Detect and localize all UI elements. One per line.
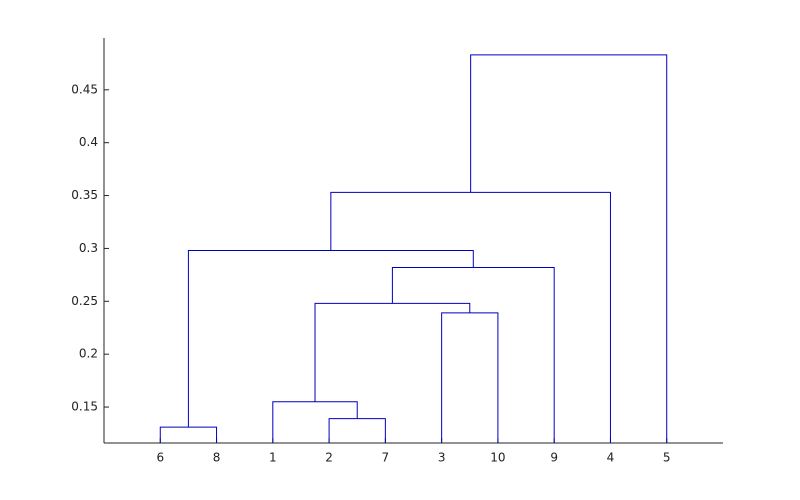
y-tick-label: 0.45 [71,82,98,96]
link [470,54,668,443]
leaf-label: 2 [325,451,333,465]
link [159,426,218,443]
link [187,250,474,428]
y-tick-label: 0.4 [79,135,98,149]
link [314,302,471,402]
leaf-label: 10 [490,451,505,465]
leaf-label: 5 [663,451,671,465]
leaf-label: 4 [607,451,615,465]
leaf-label: 7 [382,451,390,465]
link [391,266,555,443]
leaf-label: 3 [438,451,446,465]
link [330,191,611,443]
link [328,418,386,443]
y-tick-label: 0.2 [79,347,98,361]
y-tick-label: 0.35 [71,188,98,202]
link [441,312,499,443]
y-tick-label: 0.15 [71,400,98,414]
y-tick-label: 0.3 [79,241,98,255]
leaf-label: 8 [213,451,221,465]
link [272,401,358,443]
leaf-label: 9 [550,451,558,465]
y-tick-label: 0.25 [71,294,98,308]
leaf-label: 1 [269,451,277,465]
leaf-label: 6 [156,451,164,465]
